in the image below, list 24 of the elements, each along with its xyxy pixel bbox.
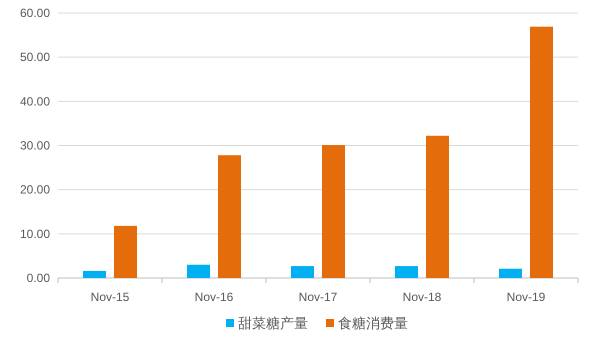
bar	[322, 145, 345, 278]
legend-label: 食糖消费量	[338, 315, 408, 331]
bar	[426, 136, 449, 278]
y-tick-label: 50.00	[20, 50, 50, 64]
x-tick-label: Nov-18	[402, 290, 442, 304]
y-tick-label: 0.00	[26, 271, 50, 285]
y-tick-label: 20.00	[20, 182, 50, 197]
bar	[83, 270, 106, 278]
bar	[114, 226, 137, 278]
bar	[187, 264, 210, 278]
x-tick-label: Nov-15	[90, 290, 130, 304]
y-tick-label: 10.00	[20, 226, 50, 241]
y-tick-label: 40.00	[20, 94, 50, 108]
x-tick-label: Nov-16	[194, 290, 234, 304]
legend-label: 甜菜糖产量	[238, 315, 308, 331]
bar	[395, 266, 418, 278]
y-tick-label: 60.00	[20, 6, 50, 20]
bar	[530, 26, 553, 278]
x-tick-label: Nov-19	[506, 290, 546, 304]
bar	[218, 155, 241, 278]
x-tick-label: Nov-17	[298, 290, 338, 304]
bar	[499, 268, 522, 278]
y-tick-label: 30.00	[20, 138, 50, 152]
bar	[291, 266, 314, 278]
